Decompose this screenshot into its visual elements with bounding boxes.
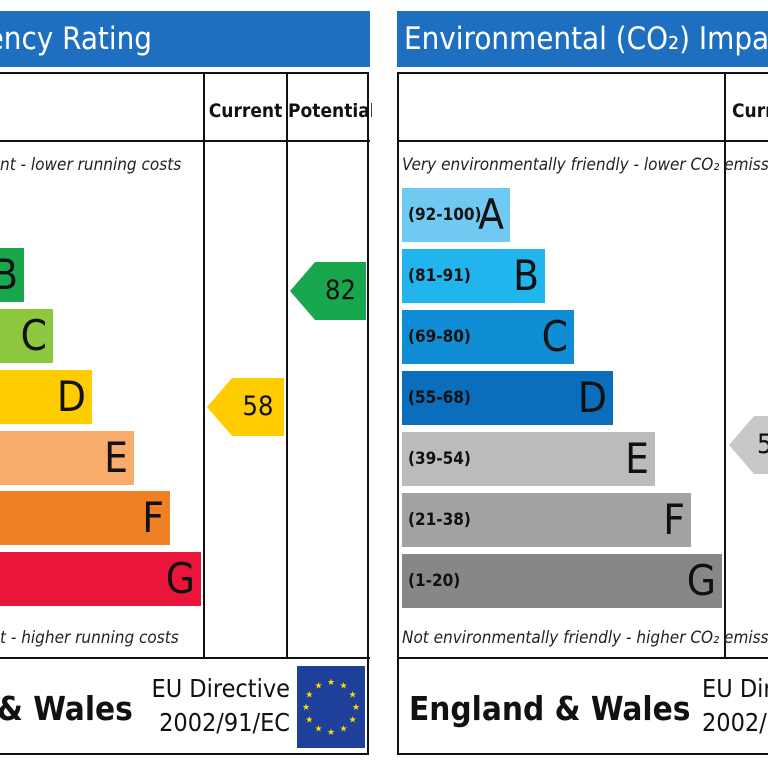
env-directive-line1: EU Dire: [702, 674, 768, 703]
eu-star: ★: [352, 703, 360, 713]
env-directive: EU Dire 2002/9: [702, 672, 768, 740]
energy-potential-header: Potential: [288, 100, 372, 122]
env-current-rating-value: 5: [757, 429, 768, 460]
env-current-header: Curr: [732, 100, 768, 122]
env-band-f: (21-38) F: [402, 493, 691, 547]
env-current-column-divider: [724, 72, 726, 659]
energy-band-letter: B: [0, 250, 18, 299]
env-band-range: (92-100): [408, 205, 482, 225]
energy-directive-line1: EU Directive: [151, 674, 290, 703]
env-band-range: (39-54): [408, 449, 471, 469]
env-country-label: England & Wales: [409, 689, 691, 728]
env-band-letter: G: [686, 556, 716, 605]
environmental-impact-panel: Environmental (CO₂) Impact Rati Curr Ver…: [396, 0, 768, 768]
energy-top-caption: nt - lower running costs: [0, 155, 182, 175]
env-title: Environmental (CO₂) Impact Rati: [404, 21, 768, 57]
env-band-range: (1-20): [408, 571, 461, 591]
env-band-g: (1-20) G: [402, 554, 722, 608]
energy-footer-divider: [0, 657, 370, 659]
energy-directive: EU Directive 2002/91/EC: [150, 672, 290, 740]
env-band-d: (55-68) D: [402, 371, 613, 425]
env-band-letter: C: [541, 312, 568, 361]
energy-band-d: D: [0, 370, 92, 424]
env-footer-divider: [397, 657, 768, 659]
env-band-range: (69-80): [408, 327, 471, 347]
energy-band-letter: C: [20, 311, 47, 360]
energy-country-label: & Wales: [0, 689, 133, 728]
env-frame: [397, 72, 768, 755]
env-band-b: (81-91) B: [402, 249, 545, 303]
energy-title: iciency Rating: [0, 21, 152, 57]
env-band-letter: F: [663, 495, 685, 544]
eu-star: ★: [339, 725, 347, 735]
env-band-a: (92-100) A: [402, 188, 510, 242]
eu-star: ★: [349, 691, 357, 701]
eu-star: ★: [327, 678, 335, 688]
env-band-range: (81-91): [408, 266, 471, 286]
eu-star: ★: [302, 703, 310, 713]
env-band-letter: E: [625, 434, 649, 483]
energy-band-c: C: [0, 309, 53, 363]
env-band-letter: D: [577, 373, 607, 422]
env-directive-line2: 2002/9: [702, 708, 768, 737]
env-band-e: (39-54) E: [402, 432, 655, 486]
energy-band-g: G: [0, 552, 201, 606]
energy-current-column-divider: [203, 72, 205, 659]
env-title-banner: Environmental (CO₂) Impact Rati: [397, 11, 768, 67]
energy-band-letter: E: [104, 433, 128, 482]
energy-potential-rating-value: 82: [325, 275, 356, 306]
eu-star: ★: [349, 716, 357, 726]
energy-frame: [0, 72, 369, 755]
energy-band-letter: F: [142, 493, 164, 542]
energy-current-header: Current: [208, 100, 283, 122]
env-bottom-caption: Not environmentally friendly - higher CO…: [402, 628, 768, 648]
energy-band-b: B: [0, 248, 24, 302]
energy-current-rating-value: 58: [242, 391, 274, 422]
env-band-c: (69-80) C: [402, 310, 574, 364]
eu-star: ★: [327, 728, 335, 738]
eu-star: ★: [314, 725, 322, 735]
energy-potential-column-divider: [286, 72, 288, 659]
energy-directive-line2: 2002/91/EC: [159, 708, 290, 737]
env-band-range: (55-68): [408, 388, 471, 408]
energy-title-banner: iciency Rating: [0, 11, 370, 67]
env-top-caption: Very environmentally friendly - lower CO…: [402, 155, 768, 175]
env-band-letter: A: [478, 190, 504, 239]
env-band-letter: B: [513, 251, 539, 300]
eu-star: ★: [339, 681, 347, 691]
energy-band-letter: D: [56, 372, 86, 421]
eu-star: ★: [305, 716, 313, 726]
energy-band-e: E: [0, 431, 134, 485]
env-header-divider: [397, 140, 768, 142]
energy-band-letter: G: [165, 554, 195, 603]
eu-star: ★: [305, 691, 313, 701]
energy-efficiency-panel: iciency Rating Current Potential nt - lo…: [0, 0, 372, 768]
energy-bottom-caption: t - higher running costs: [0, 628, 179, 648]
energy-band-f: F: [0, 491, 170, 545]
energy-header-divider: [0, 140, 370, 142]
env-band-range: (21-38): [408, 510, 471, 530]
eu-star: ★: [314, 681, 322, 691]
eu-flag-icon: ★ ★ ★ ★ ★ ★ ★ ★ ★ ★ ★ ★: [297, 666, 365, 748]
